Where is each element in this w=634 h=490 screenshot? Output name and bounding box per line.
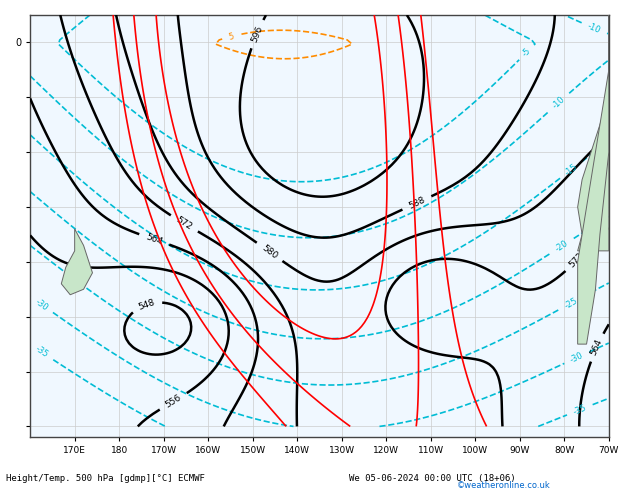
- Text: 572: 572: [174, 215, 194, 232]
- Text: -10: -10: [551, 95, 567, 110]
- Text: -25: -25: [563, 296, 579, 310]
- Polygon shape: [578, 70, 609, 344]
- Text: -5: -5: [521, 47, 533, 58]
- Text: -20: -20: [554, 238, 571, 253]
- Text: 572: 572: [567, 251, 586, 270]
- Text: 564: 564: [145, 232, 164, 246]
- Text: -10: -10: [586, 22, 602, 35]
- Text: Height/Temp. 500 hPa [gdmp][°C] ECMWF: Height/Temp. 500 hPa [gdmp][°C] ECMWF: [6, 474, 205, 483]
- Text: -35: -35: [572, 403, 588, 416]
- Polygon shape: [578, 15, 609, 251]
- Text: -30: -30: [569, 350, 585, 365]
- Text: 596: 596: [250, 24, 264, 44]
- Text: 556: 556: [164, 393, 183, 410]
- Text: -30: -30: [34, 297, 50, 312]
- Text: -35: -35: [34, 344, 50, 360]
- Polygon shape: [61, 229, 93, 295]
- Text: -15: -15: [563, 162, 579, 177]
- Text: 5: 5: [227, 31, 235, 42]
- Text: We 05-06-2024 00:00 UTC (18+06): We 05-06-2024 00:00 UTC (18+06): [349, 474, 515, 483]
- Text: ©weatheronline.co.uk: ©weatheronline.co.uk: [456, 481, 550, 490]
- Text: 548: 548: [137, 297, 156, 312]
- Text: 564: 564: [589, 338, 604, 357]
- Text: 580: 580: [260, 243, 279, 261]
- Text: 588: 588: [407, 195, 427, 211]
